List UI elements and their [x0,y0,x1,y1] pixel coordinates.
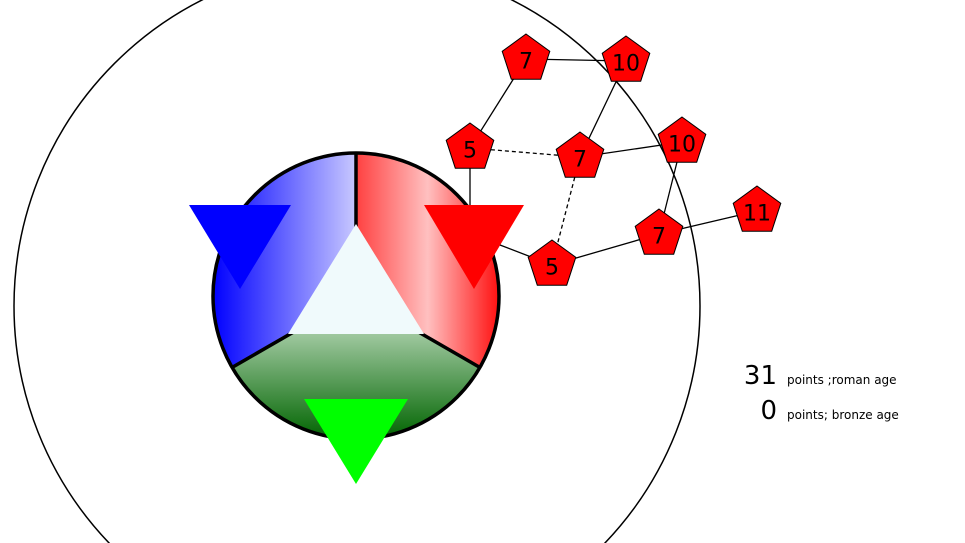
bronze-score-value: 0 [760,396,777,426]
settlement-node[interactable]: 5 [445,122,495,169]
node-value: 10 [612,52,640,77]
node-pentagon[interactable] [732,185,782,232]
node-value: 11 [743,202,771,227]
bronze-score-label: points; bronze age [787,408,899,422]
node-pentagon[interactable] [527,239,577,286]
settlement-node[interactable]: 10 [657,116,707,163]
settlement-node[interactable]: 5 [527,239,577,286]
node-connections [469,58,758,266]
node-value: 7 [652,225,666,250]
node-value: 7 [573,148,587,173]
roman-score-value: 31 [743,361,777,391]
node-pentagon[interactable] [501,33,551,80]
green-player-marker[interactable] [304,399,408,484]
center-triangle [288,224,424,334]
red-player-marker[interactable] [424,205,524,289]
node-pentagon[interactable] [601,35,651,82]
settlement-node[interactable]: 7 [555,131,605,178]
roman-score-row: 31 points ;roman age [737,361,897,391]
node-value: 10 [668,133,696,158]
node-pentagon[interactable] [634,208,684,255]
node-value: 5 [545,256,559,281]
node-pentagon[interactable] [555,131,605,178]
settlement-node[interactable]: 11 [732,185,782,232]
blue-player-marker[interactable] [189,205,291,289]
node-value: 7 [519,50,533,75]
settlement-node[interactable]: 7 [634,208,684,255]
settlement-nodes: 7 10 5 7 10 11 7 5 [445,33,782,286]
settlement-node[interactable]: 10 [601,35,651,82]
node-value: 5 [463,139,477,164]
node-pentagon[interactable] [445,122,495,169]
node-pentagon[interactable] [657,116,707,163]
outer-ring [13,0,701,543]
central-disc[interactable] [211,151,501,441]
roman-score-label: points ;roman age [787,373,897,387]
settlement-node[interactable]: 7 [501,33,551,80]
bronze-score-row: 0 points; bronze age [737,396,899,426]
